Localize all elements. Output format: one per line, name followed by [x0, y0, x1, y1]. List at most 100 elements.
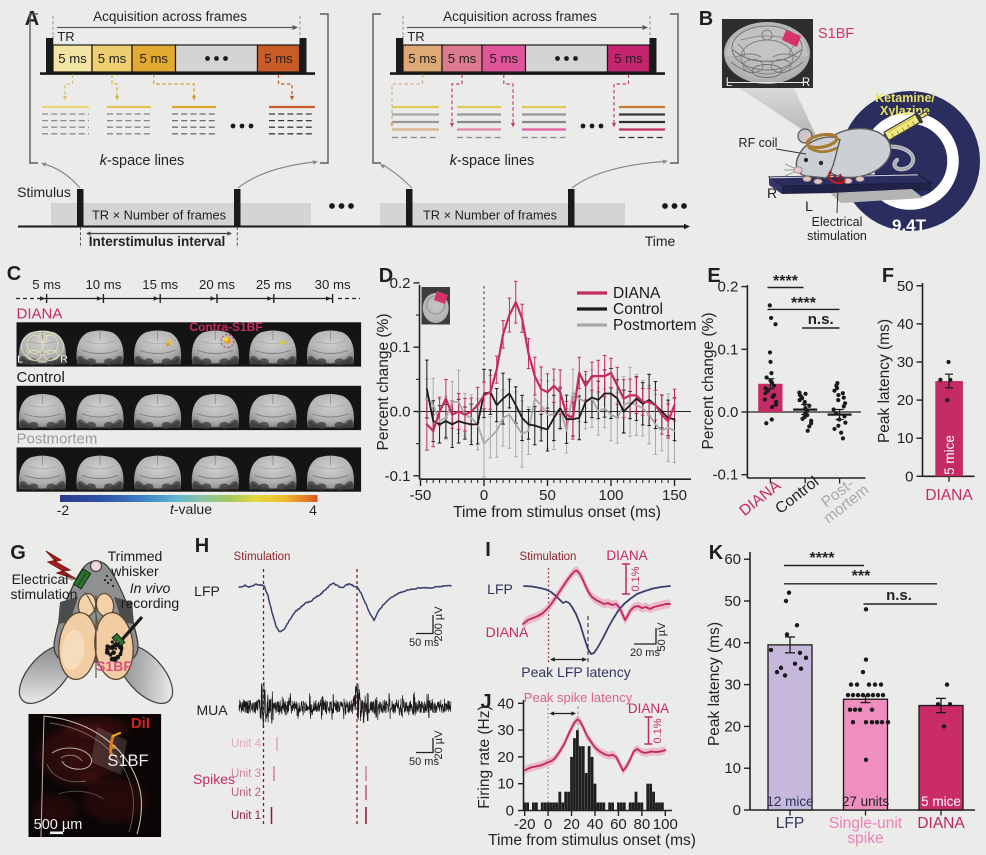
svg-text:200 µV: 200 µV — [433, 606, 445, 642]
svg-text:****: **** — [810, 550, 836, 567]
svg-text:Trimmed: Trimmed — [108, 548, 163, 564]
svg-text:Peak latency (ms): Peak latency (ms) — [876, 319, 893, 443]
svg-text:5 ms: 5 ms — [58, 51, 87, 66]
svg-text:I: I — [485, 539, 491, 561]
svg-text:0.0: 0.0 — [718, 404, 739, 421]
svg-text:-0.1: -0.1 — [385, 468, 411, 485]
svg-text:Electrical: Electrical — [812, 215, 863, 229]
svg-text:5 ms: 5 ms — [489, 51, 518, 66]
svg-text:DIANA: DIANA — [925, 487, 973, 504]
svg-text:20 ms: 20 ms — [199, 277, 235, 292]
svg-text:0.1%: 0.1% — [630, 566, 642, 591]
svg-text:40: 40 — [497, 695, 514, 712]
svg-text:RF coil: RF coil — [739, 136, 778, 150]
svg-text:40: 40 — [897, 316, 914, 333]
svg-text:50: 50 — [724, 593, 741, 610]
svg-text:Peak latency (ms): Peak latency (ms) — [706, 622, 723, 746]
svg-text:Stimulation: Stimulation — [234, 551, 291, 563]
svg-text:Single-unit: Single-unit — [829, 815, 903, 832]
svg-text:Control: Control — [613, 301, 663, 318]
svg-text:5 ms: 5 ms — [448, 51, 477, 66]
svg-text:R: R — [767, 185, 777, 201]
svg-text:0.0: 0.0 — [390, 404, 411, 421]
svg-text:recording: recording — [121, 595, 179, 611]
svg-text:9.4T: 9.4T — [892, 216, 927, 235]
svg-text:TR: TR — [407, 29, 424, 44]
svg-text:Peak LFP latency: Peak LFP latency — [521, 664, 630, 680]
svg-text:60: 60 — [724, 551, 741, 568]
svg-text:k-space lines: k-space lines — [450, 153, 535, 169]
svg-text:25 ms: 25 ms — [256, 277, 292, 292]
svg-text:50: 50 — [897, 278, 914, 295]
svg-text:100: 100 — [598, 487, 623, 504]
svg-text:n.s.: n.s. — [886, 587, 912, 604]
svg-text:LFP: LFP — [487, 581, 513, 597]
svg-text:Electrical: Electrical — [12, 571, 69, 587]
svg-text:****: **** — [791, 295, 817, 312]
svg-text:0: 0 — [480, 487, 488, 504]
svg-text:Percent change (%): Percent change (%) — [700, 313, 717, 450]
svg-text:Ketamine/: Ketamine/ — [875, 91, 935, 105]
svg-text:-20: -20 — [514, 816, 536, 833]
svg-text:80: 80 — [634, 816, 651, 833]
svg-text:5 ms: 5 ms — [139, 51, 168, 66]
svg-text:Acquisition across frames: Acquisition across frames — [93, 9, 247, 24]
svg-text:5 mice: 5 mice — [921, 794, 961, 809]
svg-text:60: 60 — [610, 816, 627, 833]
svg-text:30: 30 — [897, 354, 914, 371]
svg-text:5 mice: 5 mice — [942, 435, 957, 475]
svg-text:DIANA: DIANA — [486, 624, 529, 640]
svg-text:TR: TR — [57, 29, 74, 44]
svg-text:Postmortem: Postmortem — [613, 317, 697, 334]
svg-text:20 ms: 20 ms — [630, 647, 660, 659]
svg-text:Spikes: Spikes — [193, 771, 235, 787]
svg-text:Time from stimulus onset (ms): Time from stimulus onset (ms) — [453, 504, 661, 521]
svg-text:Unit 1: Unit 1 — [231, 810, 261, 822]
svg-text:20: 20 — [897, 392, 914, 409]
svg-text:B: B — [699, 8, 713, 30]
svg-text:Time: Time — [645, 233, 676, 249]
svg-text:DIANA: DIANA — [917, 815, 965, 832]
svg-text:D: D — [379, 265, 393, 287]
svg-text:40: 40 — [724, 635, 741, 652]
svg-text:Unit 2: Unit 2 — [231, 787, 261, 799]
svg-text:MUA: MUA — [196, 702, 228, 718]
svg-text:TR × Number of frames: TR × Number of frames — [92, 208, 226, 223]
svg-text:Percent change (%): Percent change (%) — [375, 314, 392, 451]
svg-text:Unit 3: Unit 3 — [231, 768, 261, 780]
svg-text:150: 150 — [662, 487, 687, 504]
svg-text:-0.1: -0.1 — [713, 467, 739, 484]
svg-text:10: 10 — [497, 776, 514, 793]
svg-text:500 µm: 500 µm — [34, 817, 83, 833]
svg-text:30: 30 — [497, 722, 514, 739]
svg-text:0: 0 — [544, 816, 552, 833]
svg-text:****: **** — [773, 273, 799, 290]
svg-text:Stimulus: Stimulus — [17, 184, 71, 200]
svg-text:40: 40 — [587, 816, 604, 833]
svg-text:H: H — [195, 535, 209, 557]
svg-text:S1BF: S1BF — [107, 752, 148, 770]
svg-text:L: L — [17, 353, 23, 365]
svg-text:Acquisition across frames: Acquisition across frames — [443, 9, 597, 24]
svg-text:Firing rate (Hz): Firing rate (Hz) — [476, 705, 493, 808]
svg-text:10: 10 — [897, 430, 914, 447]
svg-text:50: 50 — [539, 487, 556, 504]
svg-text:L: L — [805, 198, 813, 214]
svg-text:DIANA: DIANA — [606, 548, 647, 563]
svg-text:30: 30 — [724, 677, 741, 694]
svg-text:50 ms: 50 ms — [409, 756, 439, 768]
svg-text:LFP: LFP — [194, 583, 220, 599]
svg-text:R: R — [60, 353, 68, 365]
svg-text:5 ms: 5 ms — [264, 51, 293, 66]
svg-text:DIANA: DIANA — [17, 305, 63, 322]
svg-text:whisker: whisker — [110, 563, 159, 579]
svg-text:20: 20 — [563, 816, 580, 833]
svg-text:F: F — [882, 265, 894, 287]
svg-text:L: L — [726, 77, 733, 89]
svg-text:5 ms: 5 ms — [614, 51, 643, 66]
svg-text:20 µV: 20 µV — [433, 730, 445, 760]
svg-text:100: 100 — [653, 816, 678, 833]
svg-text:Stimulation: Stimulation — [520, 551, 577, 563]
svg-text:0.1: 0.1 — [390, 339, 411, 356]
svg-text:LFP: LFP — [776, 815, 804, 832]
